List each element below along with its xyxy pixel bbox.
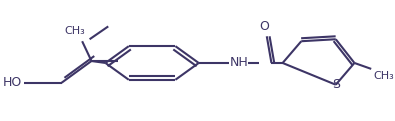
Text: CH₃: CH₃ [373,71,394,81]
Text: S: S [332,78,340,91]
Text: NH: NH [229,57,248,69]
Text: HO: HO [3,76,23,89]
Text: O: O [259,20,269,33]
Text: CH₃: CH₃ [64,26,85,36]
